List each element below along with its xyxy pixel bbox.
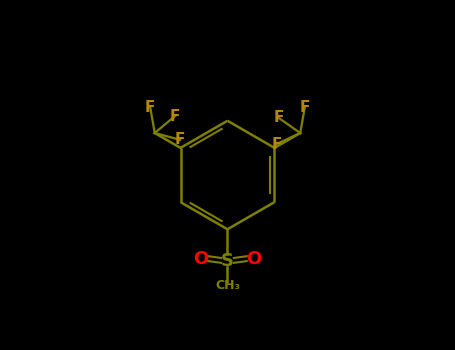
Text: F: F: [299, 100, 310, 115]
Text: CH₃: CH₃: [215, 279, 240, 293]
Text: F: F: [145, 100, 156, 115]
Text: O: O: [246, 250, 261, 268]
Text: F: F: [175, 132, 185, 147]
Text: O: O: [194, 250, 209, 268]
Text: F: F: [273, 111, 284, 125]
Text: F: F: [271, 136, 282, 152]
Text: F: F: [170, 108, 180, 124]
Text: S: S: [221, 252, 234, 270]
